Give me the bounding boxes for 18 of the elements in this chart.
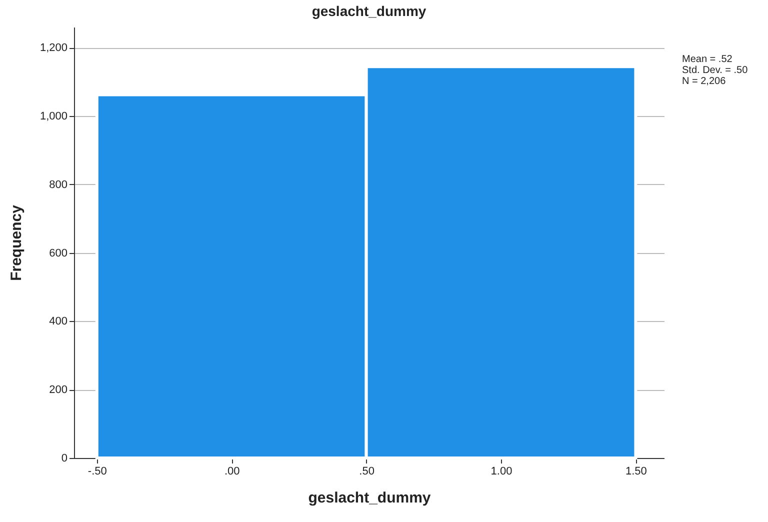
x-tick-label: .00 [224, 466, 240, 478]
x-axis-title: geslacht_dummy [308, 490, 432, 506]
x-tick-label: -.50 [88, 466, 107, 478]
y-tick-label: 400 [49, 316, 68, 328]
y-tick-label: 1,200 [40, 42, 68, 54]
x-tick-label: 1.50 [626, 466, 647, 478]
y-axis-title: Frequency [8, 204, 25, 281]
chart-title: geslacht_dummy [312, 3, 426, 19]
x-tick-label: 1.00 [490, 466, 512, 478]
y-tick-label: 200 [49, 384, 68, 396]
y-tick-label: 1,000 [40, 110, 68, 122]
y-tick-label: 0 [61, 452, 68, 464]
x-tick-label: .50 [359, 466, 374, 478]
text: N = 2,206 [682, 76, 727, 87]
text: Mean = .52 [682, 54, 734, 65]
y-tick-label: 600 [49, 247, 68, 260]
text: Std. Dev. = .50 [682, 65, 748, 76]
y-tick-label: 800 [49, 178, 68, 191]
